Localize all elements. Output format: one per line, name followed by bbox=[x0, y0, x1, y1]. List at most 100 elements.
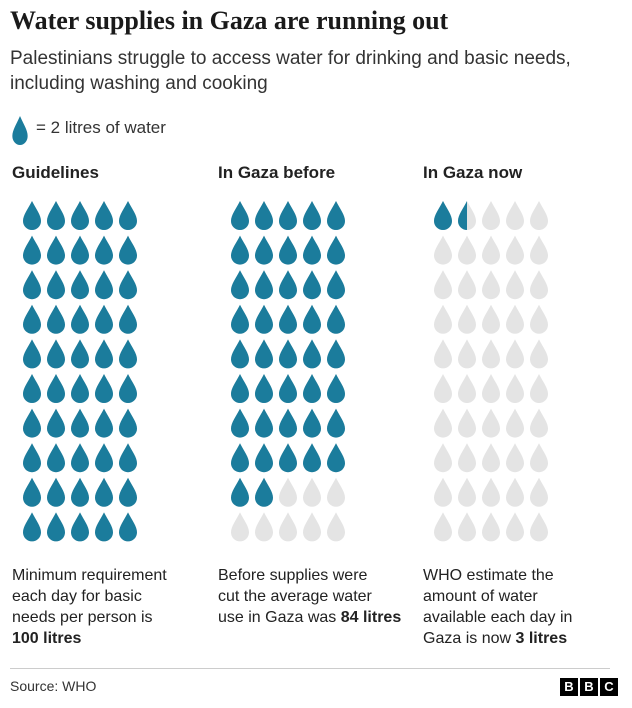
drop bbox=[231, 408, 249, 438]
drop bbox=[71, 477, 89, 507]
empty-drop bbox=[530, 235, 548, 265]
drop bbox=[95, 443, 113, 473]
drop bbox=[119, 443, 137, 473]
empty-drop bbox=[530, 270, 548, 300]
drop bbox=[95, 374, 113, 403]
legend-drop bbox=[12, 116, 28, 145]
chart-title: Water supplies in Gaza are running out bbox=[10, 6, 449, 35]
description-line: needs per person is bbox=[12, 609, 153, 626]
drop bbox=[47, 443, 65, 473]
drop bbox=[327, 374, 345, 403]
drop bbox=[47, 201, 65, 230]
logo-letter: B bbox=[580, 678, 598, 696]
drop bbox=[95, 201, 113, 230]
description-line: amount of water bbox=[423, 588, 538, 605]
drop bbox=[279, 304, 297, 334]
drop bbox=[458, 201, 467, 230]
empty-drop bbox=[458, 235, 476, 265]
drop bbox=[279, 201, 297, 230]
empty-drop bbox=[530, 201, 548, 230]
drop bbox=[95, 304, 113, 334]
drop bbox=[95, 512, 113, 542]
logo-letter: C bbox=[600, 678, 618, 696]
empty-drop bbox=[482, 270, 500, 300]
empty-drop bbox=[482, 235, 500, 265]
drop bbox=[47, 339, 65, 369]
drop bbox=[23, 304, 41, 334]
drop bbox=[47, 477, 65, 507]
drop bbox=[327, 443, 345, 473]
empty-drop bbox=[506, 477, 524, 507]
drop bbox=[279, 270, 297, 300]
drop bbox=[279, 408, 297, 438]
divider bbox=[10, 668, 610, 669]
description-line: WHO estimate the bbox=[423, 567, 554, 584]
drop bbox=[47, 408, 65, 438]
drop bbox=[303, 235, 321, 265]
drop bbox=[71, 512, 89, 542]
empty-drop bbox=[434, 477, 452, 507]
drop bbox=[327, 408, 345, 438]
drop bbox=[303, 270, 321, 300]
drop bbox=[303, 339, 321, 369]
empty-drop bbox=[434, 443, 452, 473]
drop bbox=[95, 339, 113, 369]
empty-drop bbox=[506, 443, 524, 473]
drop bbox=[255, 201, 273, 230]
empty-drop bbox=[434, 270, 452, 300]
empty-drop bbox=[458, 339, 476, 369]
drop bbox=[303, 408, 321, 438]
empty-drop bbox=[530, 339, 548, 369]
drop bbox=[231, 443, 249, 473]
drop bbox=[23, 201, 41, 230]
legend-label: = 2 litres of water bbox=[36, 118, 166, 137]
drop bbox=[303, 201, 321, 230]
drop bbox=[255, 408, 273, 438]
empty-drop bbox=[530, 477, 548, 507]
empty-drop bbox=[506, 408, 524, 438]
drop bbox=[327, 235, 345, 265]
description-line: each day for basic bbox=[12, 588, 142, 605]
drop bbox=[327, 270, 345, 300]
description: Before supplies were cut the average wate… bbox=[218, 565, 403, 628]
empty-drop bbox=[530, 374, 548, 403]
empty-drop bbox=[434, 374, 452, 403]
drop bbox=[119, 339, 137, 369]
drop bbox=[47, 512, 65, 542]
empty-drop bbox=[482, 408, 500, 438]
drop bbox=[255, 477, 273, 507]
empty-drop bbox=[458, 304, 476, 334]
drop bbox=[255, 235, 273, 265]
drop bbox=[327, 304, 345, 334]
drop bbox=[47, 304, 65, 334]
empty-drop bbox=[231, 512, 249, 542]
empty-drop bbox=[506, 270, 524, 300]
drop bbox=[255, 339, 273, 369]
drop bbox=[327, 201, 345, 230]
drop bbox=[71, 408, 89, 438]
drop bbox=[47, 270, 65, 300]
empty-drop bbox=[458, 443, 476, 473]
drop bbox=[303, 304, 321, 334]
drop bbox=[119, 235, 137, 265]
drop bbox=[119, 374, 137, 403]
column-heading: Guidelines bbox=[12, 163, 99, 182]
logo-letter: B bbox=[560, 678, 578, 696]
drop bbox=[327, 339, 345, 369]
drop bbox=[71, 443, 89, 473]
drop bbox=[255, 304, 273, 334]
drop bbox=[71, 304, 89, 334]
drop bbox=[279, 443, 297, 473]
drop bbox=[47, 235, 65, 265]
empty-drop bbox=[482, 512, 500, 542]
column-heading: In Gaza now bbox=[423, 163, 523, 182]
drop bbox=[434, 201, 452, 230]
empty-drop bbox=[327, 477, 345, 507]
drop bbox=[95, 270, 113, 300]
drop bbox=[119, 201, 137, 230]
drop bbox=[71, 235, 89, 265]
description-line: Gaza is now bbox=[423, 630, 512, 647]
drop bbox=[23, 339, 41, 369]
empty-drop bbox=[458, 270, 476, 300]
drop bbox=[119, 477, 137, 507]
